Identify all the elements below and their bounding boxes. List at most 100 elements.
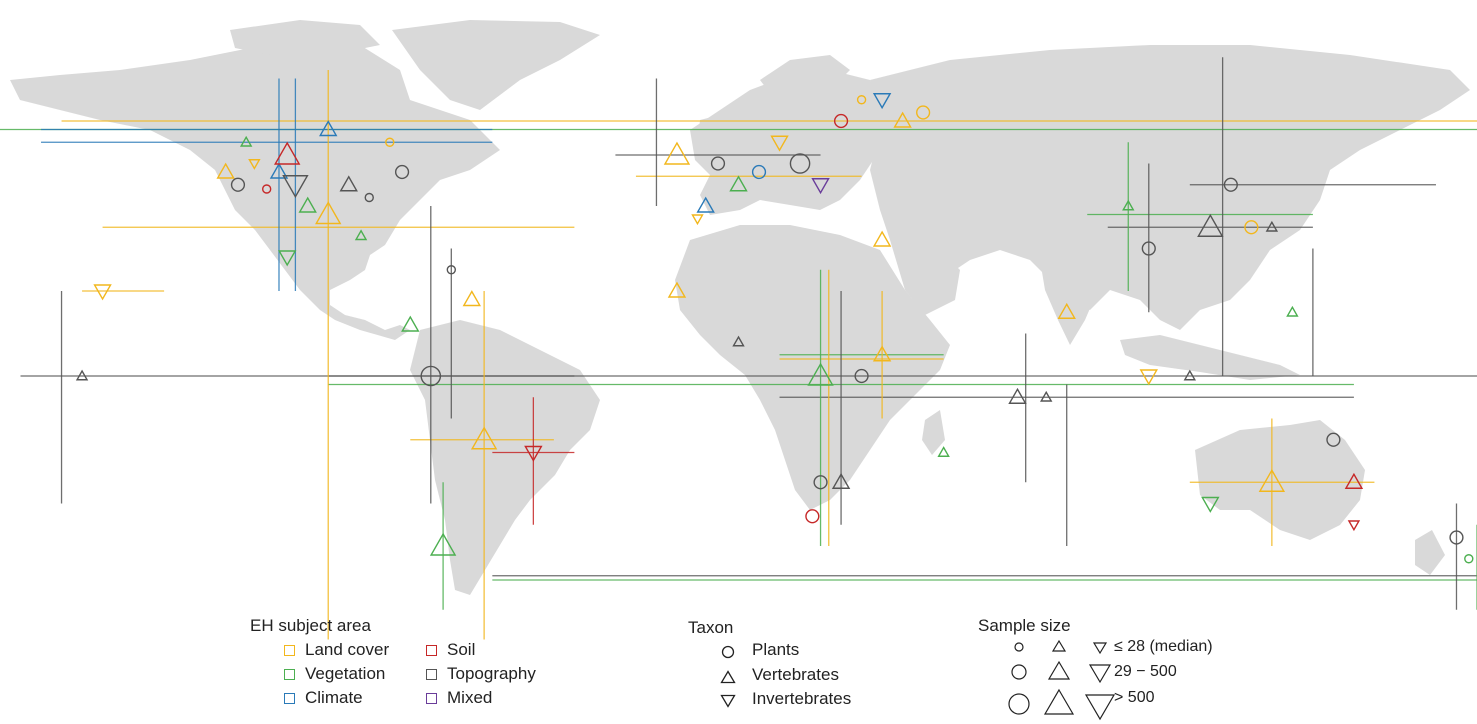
swatch-mixed-icon [426, 692, 437, 704]
study-point-vertebrate [239, 135, 253, 147]
study-point-plant [1141, 241, 1156, 256]
study-point-vertebrate [1197, 213, 1224, 237]
study-point-vertebrate [1057, 302, 1076, 319]
study-point-invertebrate [691, 214, 704, 226]
study-point-vertebrate [339, 175, 358, 192]
study-point-vertebrate [1122, 199, 1135, 211]
legend-item-land-cover: Land cover [284, 640, 389, 660]
landmass-australia [1195, 420, 1365, 540]
study-point-vertebrate [315, 201, 342, 225]
study-point-plant [420, 365, 442, 387]
study-point-vertebrate [831, 472, 851, 489]
study-point-invertebrate [872, 93, 892, 110]
study-point-vertebrate [893, 111, 912, 128]
legend-sample-size: Sample size ≤ 28 (median) 29 − 500 > 500 [978, 616, 1268, 721]
landmass-arabia [890, 240, 960, 315]
study-point-plant [856, 95, 867, 105]
swatch-land-cover-icon [284, 644, 295, 656]
study-point-vertebrate [937, 446, 950, 457]
study-point-plant [833, 113, 849, 129]
legend-subject-area: EH subject area Land cover Vegetation Cl… [250, 616, 580, 716]
study-point-vertebrate [872, 345, 892, 362]
sample-size-symbols [1008, 639, 1116, 721]
swatch-topography-icon [426, 668, 437, 680]
study-points [75, 93, 1474, 564]
study-point-plant [1449, 530, 1464, 545]
circle-medium-icon [1011, 664, 1027, 680]
study-point-vertebrate [732, 335, 745, 347]
study-point-invertebrate [811, 178, 830, 195]
landmass-greenland [392, 20, 600, 110]
study-point-plant [230, 177, 246, 192]
study-point-vertebrate [696, 196, 715, 213]
triangle-down-icon [720, 694, 736, 708]
legend-taxon: Taxon Plants Vertebrates Invertebrates [688, 618, 888, 718]
landmass-british-isles [698, 115, 725, 150]
study-point-plant [710, 156, 726, 171]
study-point-vertebrate [462, 290, 482, 307]
study-point-plant [813, 475, 828, 490]
landmass-south-america [410, 320, 600, 595]
triangle-down-small-icon [1092, 642, 1108, 655]
study-point-plant [1223, 177, 1238, 192]
triangle-up-icon [720, 670, 736, 684]
study-point-vertebrate [1265, 220, 1279, 232]
swatch-vegetation-icon [284, 668, 295, 680]
study-point-vertebrate [1286, 305, 1299, 317]
landmass-africa [675, 225, 950, 510]
study-point-vertebrate [872, 230, 892, 247]
study-point-invertebrate [93, 284, 112, 301]
legend-item-topography: Topography [426, 664, 536, 684]
swatch-soil-icon [426, 644, 437, 656]
legend-taxon-invertebrates: Invertebrates [752, 689, 852, 708]
study-point-invertebrate [524, 445, 543, 462]
triangle-up-large-icon [1043, 688, 1075, 715]
landmass-asia [870, 45, 1470, 330]
study-point-invertebrate [1347, 520, 1361, 532]
study-point-plant [751, 164, 767, 180]
legend-sample-row-1: ≤ 28 (median) [1114, 638, 1213, 655]
landmass-north-america [10, 40, 500, 340]
study-point-vertebrate [401, 315, 420, 332]
legend-item-climate: Climate [284, 688, 363, 708]
study-point-vertebrate [273, 141, 301, 165]
study-point-plant [364, 192, 374, 203]
legend-item-mixed: Mixed [426, 688, 492, 708]
study-point-invertebrate [770, 135, 789, 152]
triangle-up-medium-icon [1047, 660, 1071, 680]
legend-taxon-vertebrates: Vertebrates [752, 665, 839, 684]
study-point-vertebrate [1040, 390, 1053, 402]
study-point-vertebrate [269, 162, 289, 179]
extent-lines [0, 57, 1477, 640]
landmass-india [1040, 260, 1100, 345]
study-point-vertebrate [1344, 472, 1364, 489]
legend-item-soil: Soil [426, 640, 475, 660]
landmass-scandinavia [760, 55, 850, 115]
study-point-plant [805, 509, 820, 524]
triangle-down-medium-icon [1088, 664, 1112, 684]
circle-icon [721, 645, 735, 659]
study-point-plant [394, 164, 410, 180]
study-point-plant [1464, 554, 1474, 564]
study-point-plant [789, 153, 811, 174]
study-point-vertebrate [663, 141, 691, 165]
study-point-vertebrate [75, 369, 89, 381]
legend-sample-row-2: 29 − 500 [1114, 663, 1177, 680]
study-point-plant [1326, 432, 1341, 447]
study-point-plant [261, 184, 272, 194]
study-point-vertebrate [319, 120, 338, 137]
legend-sample-row-3: > 500 [1114, 689, 1155, 706]
study-point-invertebrate [1139, 369, 1158, 386]
study-point-vertebrate [807, 362, 834, 386]
landmass-arctic-islands [230, 20, 380, 55]
landmass-madagascar [922, 410, 945, 455]
study-point-vertebrate [1258, 468, 1286, 492]
study-point-plant [446, 265, 457, 275]
study-point-plant [1244, 220, 1259, 235]
study-point-plant [916, 105, 931, 120]
land-masses [10, 20, 1470, 595]
study-point-vertebrate [470, 426, 498, 450]
circle-small-icon [1014, 642, 1024, 652]
circle-large-icon [1008, 693, 1030, 715]
